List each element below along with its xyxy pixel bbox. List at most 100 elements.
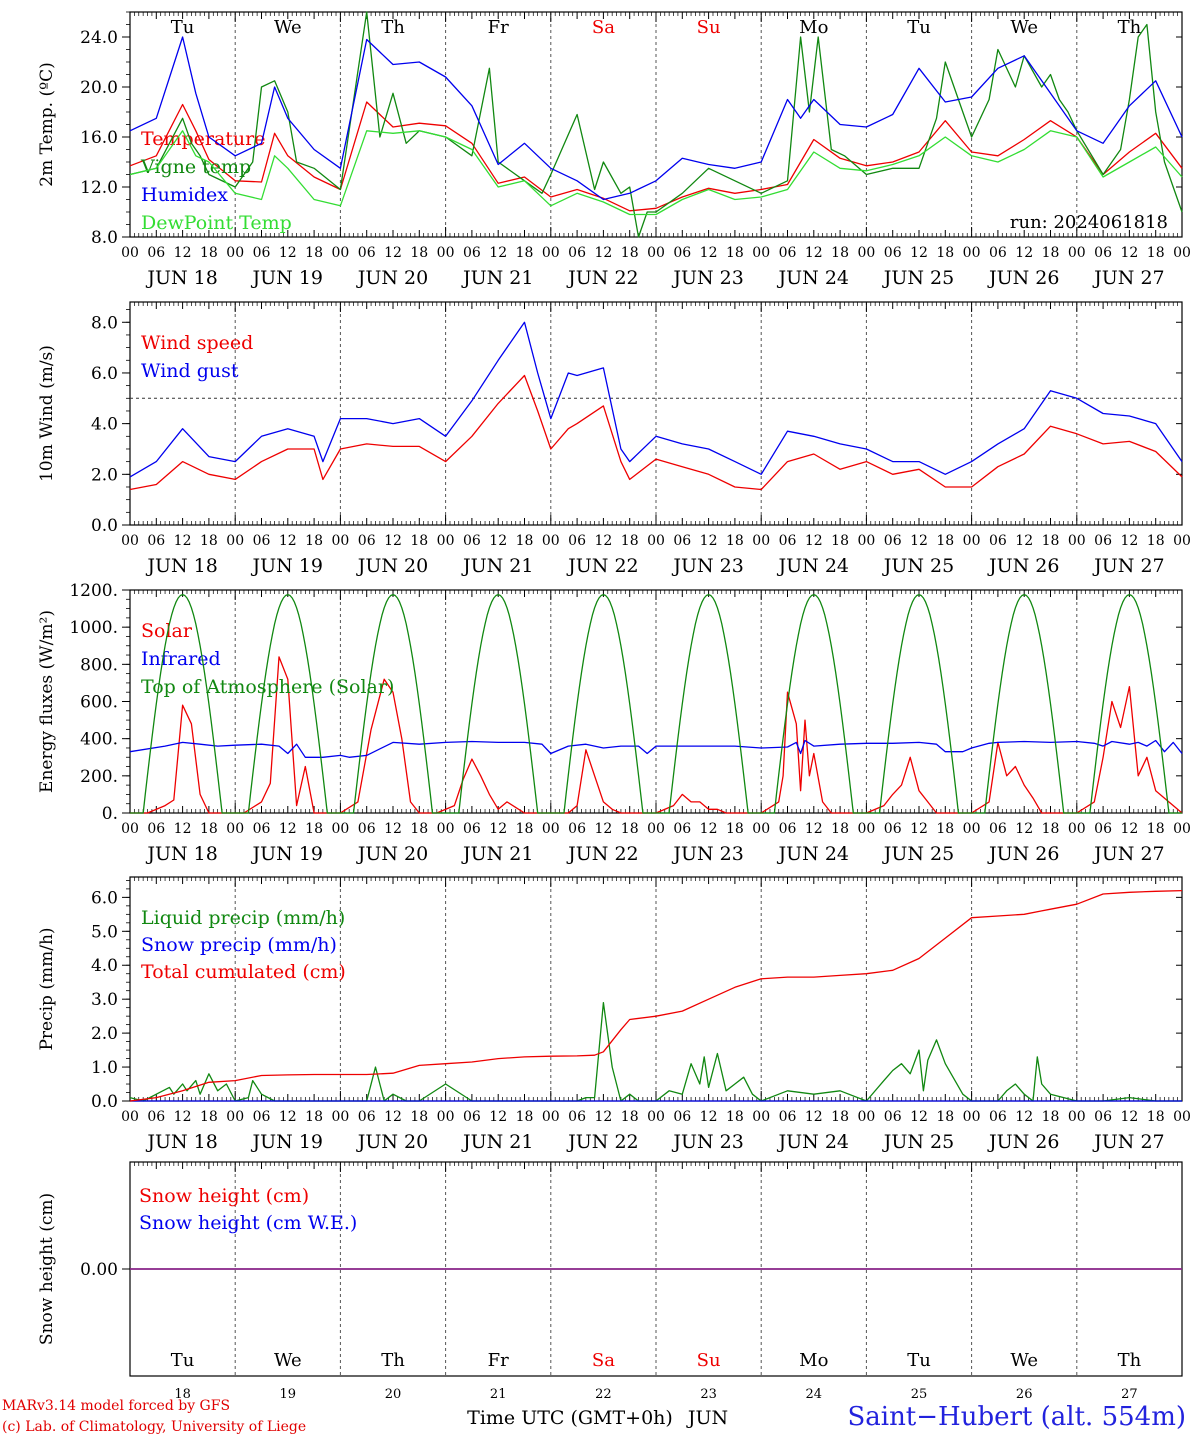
date-label: JUN 24 [777,843,849,865]
day-number: 18 [174,1387,191,1402]
hour-tick-label: 00 [752,821,770,837]
hour-tick-label: 06 [779,1109,797,1125]
series-line [129,889,1183,1102]
hour-tick-label: 18 [831,533,849,549]
hour-tick-label: 06 [779,821,797,837]
day-number: 26 [1016,1387,1033,1402]
hour-tick-label: 18 [410,533,428,549]
hour-tick-label: 12 [489,533,507,549]
hour-tick-label: 06 [463,245,481,261]
hour-tick-label: 06 [463,821,481,837]
hour-tick-label: 00 [542,821,560,837]
panel-5: 0.00 Snow height (cm) Tu We Th Fr Sa Su Mo Tu We Th… [37,1161,1183,1429]
hour-tick-label: 12 [489,1109,507,1125]
y-tick-label: 6.0 [91,364,118,384]
y-tick-label: 24.0 [80,28,118,48]
hour-tick-label: 06 [673,245,691,261]
weekday-label: We [1010,17,1038,38]
hour-tick-label: 12 [594,533,612,549]
series-line [129,36,1183,201]
panel-3: 0. 200. 400. 600. 800. 1000. 1200. Energy fluxe… [37,581,1191,865]
hour-tick-label: 00 [1173,1109,1191,1125]
y-tick-label: 400. [80,730,118,750]
hour-tick-label: 18 [516,533,534,549]
date-label: JUN 20 [356,267,428,289]
hour-tick-label: 00 [647,245,665,261]
hour-tick-label: 12 [1120,1109,1138,1125]
hour-tick-label: 12 [279,821,297,837]
hour-tick-label: 00 [1068,821,1086,837]
hour-tick-label: 00 [331,821,349,837]
weekday-label: Fr [488,17,509,38]
weekday-label: Su [697,17,721,38]
y-tick-label: 0.0 [91,516,118,536]
hour-tick-label: 18 [200,245,218,261]
y-tick-label: 0.0 [91,1092,118,1112]
hour-tick-label: 06 [358,1109,376,1125]
date-label: JUN 22 [566,1131,638,1153]
hour-tick-label: 12 [279,1109,297,1125]
y-tick-label: 1.0 [91,1058,118,1078]
series-line [129,739,1183,758]
hour-tick-label: 06 [358,821,376,837]
hour-tick-label: 00 [963,533,981,549]
weekday-label: Tu [171,17,195,38]
legend-entry: DewPoint Temp [141,212,292,234]
date-label: JUN 21 [461,555,533,577]
hour-tick-label: 06 [253,1109,271,1125]
hour-tick-label: 12 [1015,533,1033,549]
hour-tick-label: 12 [910,245,928,261]
date-label: JUN 25 [882,1131,954,1153]
hour-tick-label: 18 [1147,821,1165,837]
hour-tick-label: 18 [726,533,744,549]
date-label: JUN 24 [777,1131,849,1153]
hour-tick-label: 06 [884,821,902,837]
hour-tick-label: 18 [305,821,323,837]
hour-tick-label: 00 [752,1109,770,1125]
legend-entry: Humidex [141,184,228,206]
hour-tick-label: 18 [726,1109,744,1125]
date-label: JUN 26 [987,843,1059,865]
date-label: JUN 23 [671,843,743,865]
series-line [129,130,1183,216]
hour-tick-label: 12 [174,821,192,837]
hour-tick-label: 00 [542,533,560,549]
date-label: JUN 26 [987,267,1059,289]
weekday-label: Sa [592,17,615,38]
hour-tick-label: 00 [963,1109,981,1125]
hour-tick-label: 00 [857,1109,875,1125]
hour-tick-label: 18 [305,533,323,549]
y-tick-label: 16.0 [80,128,118,148]
series-line [130,593,1182,814]
legend-entry: Liquid precip (mm/h) [141,907,345,929]
hour-tick-label: 18 [410,1109,428,1125]
hour-tick-label: 18 [936,821,954,837]
panel-1: 8.0 12.0 16.0 20.0 24.0 2m Temp. (ºC) Tu We Th Fr… [37,11,1191,289]
hour-tick-label: 12 [805,533,823,549]
hour-tick-label: 00 [331,1109,349,1125]
weekday-label: Tu [907,1350,931,1371]
hour-tick-label: 18 [516,1109,534,1125]
hour-tick-label: 00 [437,1109,455,1125]
hour-tick-label: 12 [279,245,297,261]
y-axis-label: Snow height (cm) [37,1193,57,1345]
hour-tick-label: 12 [700,821,718,837]
y-tick-label: 8.0 [91,228,118,248]
hour-tick-label: 06 [568,821,586,837]
hour-tick-label: 00 [226,821,244,837]
y-axis-label: 2m Temp. (ºC) [37,62,57,187]
date-label: JUN 25 [882,843,954,865]
hour-tick-label: 06 [253,533,271,549]
legend-entry: Snow height (cm W.E.) [139,1212,357,1234]
legend-entry: Top of Atmosphere (Solar) [141,676,394,698]
hour-tick-label: 18 [1042,1109,1060,1125]
hour-tick-label: 00 [121,821,139,837]
hour-tick-label: 06 [673,821,691,837]
y-tick-label: 4.0 [91,956,118,976]
hour-tick-label: 12 [700,245,718,261]
hour-tick-label: 00 [226,245,244,261]
date-label: JUN 23 [671,1131,743,1153]
run-annotation: run: 2024061818 [1010,212,1168,233]
date-label: JUN 18 [145,1131,217,1153]
hour-tick-label: 12 [489,245,507,261]
